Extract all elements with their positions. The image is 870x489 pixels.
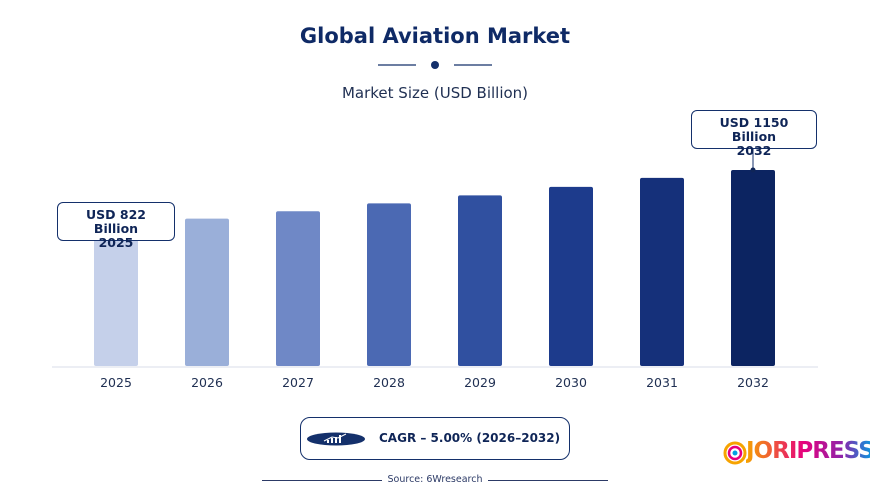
bar-2028 bbox=[367, 203, 411, 366]
bar-2027 bbox=[276, 211, 320, 366]
logo-wordmark: JORIPRESS bbox=[746, 438, 870, 464]
callout-2032-year: 2032 bbox=[736, 143, 772, 158]
callout-2025-year: 2025 bbox=[98, 235, 134, 250]
bar-2030 bbox=[549, 186, 593, 366]
callout-2032-value: USD 1150 Billion bbox=[719, 115, 789, 144]
source-divider-right bbox=[488, 480, 608, 481]
jori-press-logo: JORIPRESS bbox=[722, 436, 870, 470]
callout-2025-value: USD 822 Billion bbox=[86, 207, 146, 236]
x-tick-label-2025: 2025 bbox=[100, 375, 132, 390]
bar-2026 bbox=[185, 218, 229, 366]
source-divider-left bbox=[262, 480, 382, 481]
jori-press-logo-icon bbox=[723, 441, 747, 465]
callout-2025: USD 822 Billion 2025 bbox=[57, 202, 175, 250]
callout-2032: USD 1150 Billion 2032 bbox=[691, 110, 817, 158]
growth-chart-icon bbox=[307, 432, 365, 446]
title-divider bbox=[378, 61, 492, 69]
chart-title: Global Aviation Market bbox=[299, 24, 571, 48]
bar-2032 bbox=[731, 170, 775, 366]
bar-2029 bbox=[458, 195, 502, 366]
x-tick-label-2029: 2029 bbox=[464, 375, 496, 390]
bar-chart: 2025 2026 2027 2028 2029 2030 2031 2032 bbox=[52, 149, 818, 390]
x-tick-label-2026: 2026 bbox=[191, 375, 223, 390]
x-tick-label-2031: 2031 bbox=[646, 375, 678, 390]
x-tick-label-2027: 2027 bbox=[282, 375, 314, 390]
cagr-badge: CAGR – 5.00% (2026–2032) bbox=[300, 417, 570, 460]
x-tick-label-2032: 2032 bbox=[737, 375, 769, 390]
bar-2025 bbox=[94, 225, 138, 366]
chart-subtitle: Market Size (USD Billion) bbox=[341, 84, 529, 102]
source-label: Source: 6Wresearch bbox=[387, 474, 483, 485]
x-tick-label-2028: 2028 bbox=[373, 375, 405, 390]
cagr-label: CAGR – 5.00% (2026–2032) bbox=[379, 431, 561, 445]
x-tick-label-2030: 2030 bbox=[555, 375, 587, 390]
callout-dot-2032 bbox=[750, 167, 756, 173]
bar-2031 bbox=[640, 177, 684, 366]
